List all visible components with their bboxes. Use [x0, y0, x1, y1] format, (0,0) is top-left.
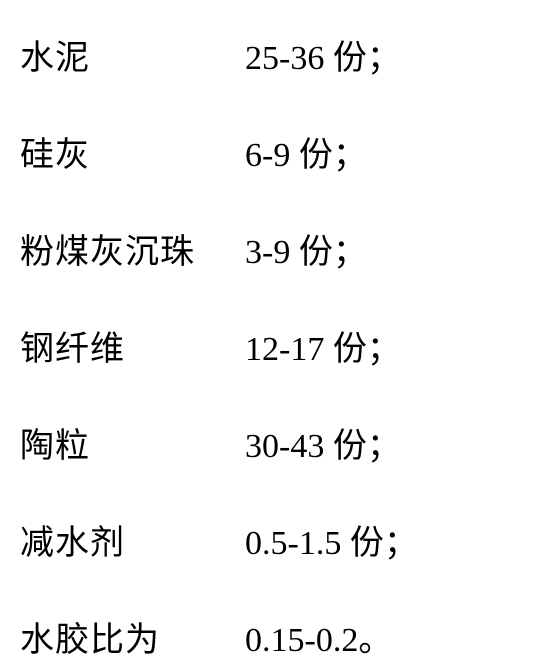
ingredient-amount: 3-9 份； — [245, 224, 367, 273]
ingredient-name: 钢纤维 — [20, 321, 245, 370]
ingredient-row: 水胶比为 0.15-0.2。 — [20, 612, 540, 661]
ingredient-row: 粉煤灰沉珠 3-9 份； — [20, 224, 540, 273]
ingredient-row: 硅灰 6-9 份； — [20, 127, 540, 176]
ingredient-amount: 6-9 份； — [245, 127, 367, 176]
ingredient-name: 水胶比为 — [20, 612, 245, 661]
ingredients-list: 水泥 25-36 份； 硅灰 6-9 份； 粉煤灰沉珠 3-9 份； 钢纤维 1… — [20, 30, 540, 661]
ingredient-amount: 12-17 份； — [245, 321, 401, 370]
ingredient-amount: 0.15-0.2。 — [245, 612, 392, 661]
ingredient-row: 陶粒 30-43 份； — [20, 418, 540, 467]
ingredient-amount: 0.5-1.5 份； — [245, 515, 418, 564]
ingredient-name: 水泥 — [20, 30, 245, 79]
ingredient-amount: 30-43 份； — [245, 418, 401, 467]
ingredient-name: 陶粒 — [20, 418, 245, 467]
ingredient-name: 硅灰 — [20, 127, 245, 176]
ingredient-row: 减水剂 0.5-1.5 份； — [20, 515, 540, 564]
ingredient-amount: 25-36 份； — [245, 30, 401, 79]
ingredient-row: 钢纤维 12-17 份； — [20, 321, 540, 370]
ingredient-name: 粉煤灰沉珠 — [20, 224, 245, 273]
ingredient-name: 减水剂 — [20, 515, 245, 564]
ingredient-row: 水泥 25-36 份； — [20, 30, 540, 79]
